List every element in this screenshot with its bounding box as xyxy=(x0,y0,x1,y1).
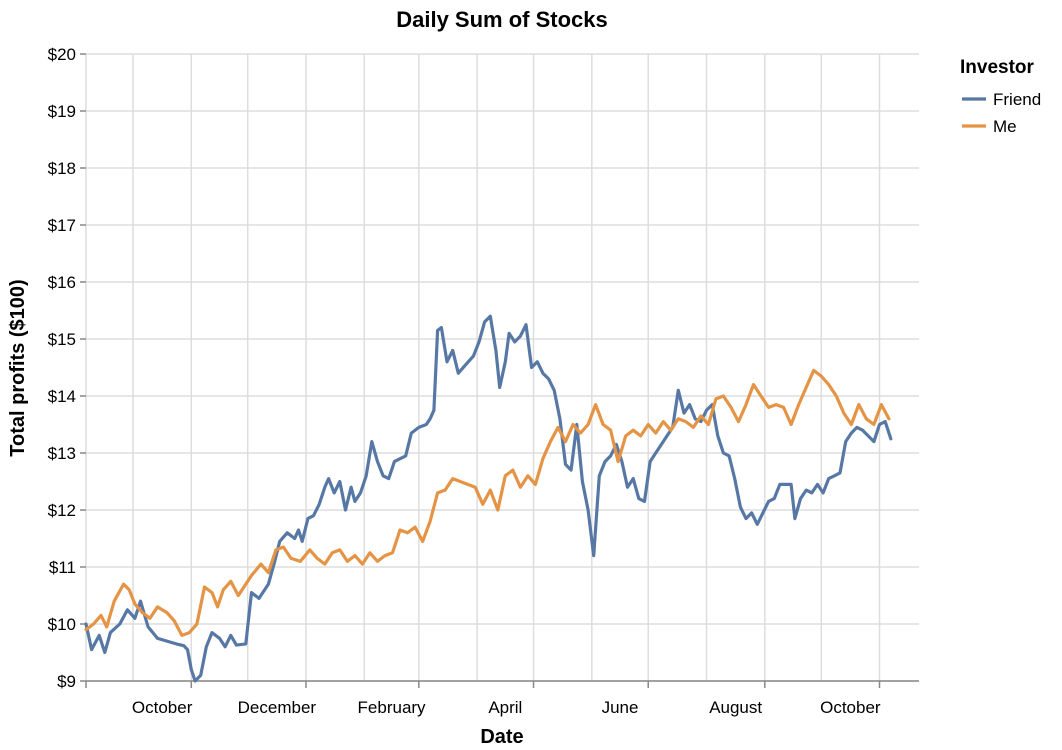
y-tick-label: $13 xyxy=(48,444,76,463)
x-tick-label: August xyxy=(709,698,762,717)
y-tick-label: $19 xyxy=(48,102,76,121)
chart-title: Daily Sum of Stocks xyxy=(396,7,608,32)
legend: Investor Friend Me xyxy=(960,57,1041,136)
y-tick-label: $9 xyxy=(57,672,76,691)
x-axis-title: Date xyxy=(480,726,523,748)
legend-items: Friend Me xyxy=(962,90,1041,136)
y-tick-label: $20 xyxy=(48,45,76,64)
legend-label-me: Me xyxy=(993,117,1017,136)
x-tick-label: October xyxy=(132,698,193,717)
y-tick-label: $11 xyxy=(49,558,76,577)
x-tick-label: February xyxy=(358,698,427,717)
y-tick-label: $16 xyxy=(48,273,76,292)
x-tick-label: June xyxy=(602,698,639,717)
legend-title: Investor xyxy=(960,57,1035,78)
y-tick-label: $12 xyxy=(48,501,76,520)
series-line-me xyxy=(84,368,891,637)
grid xyxy=(85,53,919,682)
series-line-friend xyxy=(84,314,893,683)
y-axis-title: Total profits ($100) xyxy=(7,279,29,456)
y-tick-label: $14 xyxy=(48,387,76,406)
y-tick-label: $15 xyxy=(48,330,76,349)
x-tick-label: October xyxy=(820,698,881,717)
series-layer xyxy=(84,314,893,683)
legend-label-friend: Friend xyxy=(993,90,1041,109)
x-tick-label: April xyxy=(488,698,522,717)
axes: $9 $10 $11 $12 $13 $14 $15 $16 $17 $18 $19 $20 Octob… xyxy=(48,45,919,717)
y-tick-label: $17 xyxy=(48,216,76,235)
y-tick-label: $10 xyxy=(48,615,76,634)
y-tick-label: $18 xyxy=(48,159,76,178)
x-tick-label: December xyxy=(238,698,317,717)
